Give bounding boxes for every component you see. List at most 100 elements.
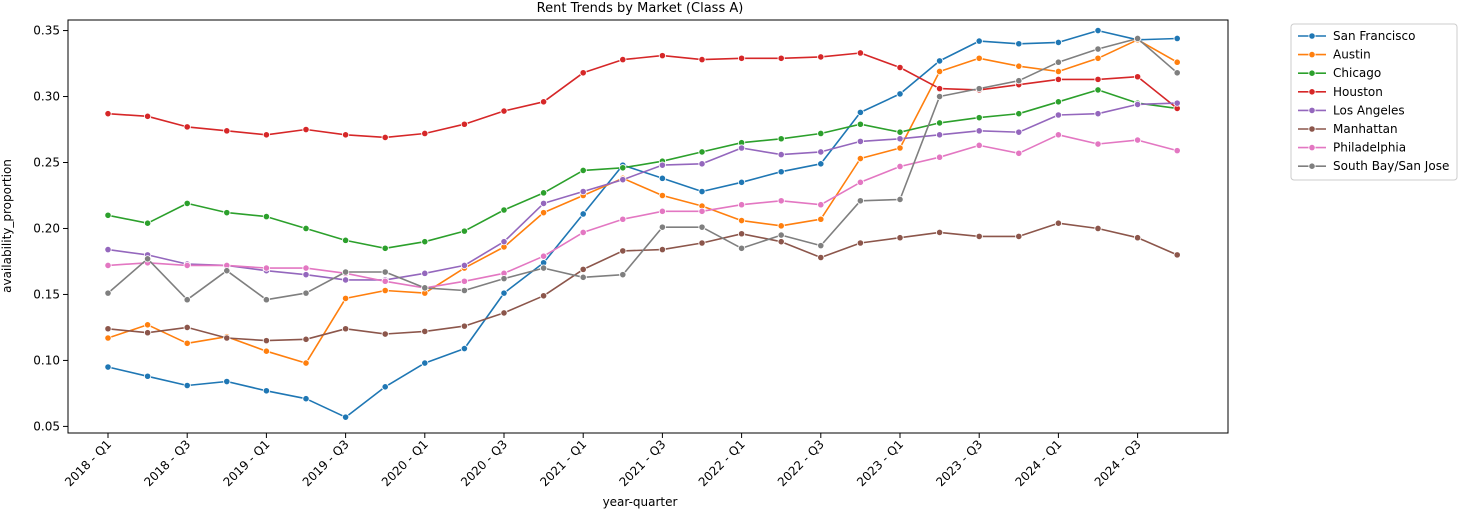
legend-item: Philadelphia bbox=[1298, 141, 1406, 155]
data-point bbox=[1054, 58, 1063, 66]
data-point bbox=[817, 129, 825, 138]
data-point bbox=[1015, 77, 1023, 85]
data-point bbox=[579, 265, 587, 273]
data-point bbox=[1134, 73, 1142, 81]
data-point bbox=[935, 131, 944, 139]
data-point bbox=[183, 339, 191, 347]
data-point bbox=[579, 69, 587, 77]
data-point bbox=[935, 228, 944, 237]
legend-label: Los Angeles bbox=[1333, 103, 1405, 117]
data-point bbox=[262, 337, 270, 345]
data-point bbox=[817, 253, 825, 262]
data-point bbox=[935, 92, 944, 101]
data-point bbox=[144, 329, 152, 337]
legend-label: Houston bbox=[1333, 85, 1383, 99]
legend-item: Los Angeles bbox=[1298, 103, 1405, 117]
x-tick-label: 2021 - Q1 bbox=[537, 437, 589, 489]
x-axis: 2018 - Q1 2018 - Q3 2019 - Q1 2019 - Q3 2020… bbox=[62, 433, 1144, 489]
series-line bbox=[107, 52, 1178, 139]
data-point bbox=[658, 161, 667, 169]
data-point bbox=[896, 135, 904, 143]
data-point bbox=[1134, 100, 1142, 109]
data-point bbox=[381, 286, 389, 295]
y-tick-label: 0.15 bbox=[33, 287, 60, 301]
data-point bbox=[262, 387, 270, 395]
legend-swatch-marker bbox=[1308, 144, 1316, 152]
data-point bbox=[1094, 54, 1102, 62]
data-point bbox=[856, 154, 865, 163]
data-point bbox=[539, 189, 548, 197]
data-point bbox=[421, 129, 429, 138]
y-tick-label: 0.30 bbox=[33, 90, 60, 104]
series-line bbox=[107, 38, 1178, 364]
y-tick-label: 0.25 bbox=[33, 156, 60, 170]
data-point bbox=[262, 213, 270, 221]
data-point bbox=[1015, 149, 1023, 157]
data-point bbox=[1054, 38, 1063, 47]
data-point bbox=[341, 236, 350, 244]
data-point bbox=[1173, 69, 1181, 77]
legend-item: Houston bbox=[1298, 85, 1383, 99]
data-point bbox=[341, 276, 350, 284]
legend-label: Chicago bbox=[1333, 66, 1381, 80]
data-point bbox=[381, 330, 389, 338]
series-line bbox=[107, 134, 1178, 289]
data-point bbox=[737, 144, 746, 152]
data-point bbox=[896, 234, 904, 242]
data-point bbox=[935, 85, 944, 93]
legend-swatch-marker bbox=[1308, 32, 1316, 40]
data-point bbox=[104, 211, 112, 219]
data-point bbox=[144, 321, 152, 329]
data-point bbox=[658, 174, 667, 182]
data-point bbox=[1173, 251, 1181, 259]
data-point bbox=[1173, 147, 1181, 155]
data-point bbox=[381, 383, 389, 391]
data-point bbox=[1094, 45, 1102, 53]
data-point bbox=[856, 197, 865, 205]
data-point bbox=[856, 120, 865, 128]
x-tick-label: 2024 - Q1 bbox=[1012, 437, 1064, 489]
data-point bbox=[1134, 234, 1142, 242]
data-point bbox=[341, 325, 350, 333]
data-point bbox=[856, 108, 865, 116]
data-point bbox=[896, 195, 904, 204]
x-tick-label: 2019 - Q3 bbox=[300, 437, 352, 489]
data-point bbox=[817, 215, 825, 223]
legend-item: Manhattan bbox=[1298, 122, 1398, 136]
y-axis: 0.05 0.10 0.15 0.20 0.25 0.30 0.35 bbox=[33, 24, 68, 433]
data-point bbox=[460, 227, 468, 235]
data-point bbox=[183, 123, 191, 131]
data-point bbox=[975, 114, 983, 122]
data-point bbox=[1134, 34, 1142, 43]
data-point bbox=[1173, 99, 1181, 107]
x-tick-label: 2020 - Q1 bbox=[379, 437, 431, 489]
data-point bbox=[1015, 40, 1023, 48]
data-point bbox=[619, 271, 627, 279]
data-point bbox=[817, 242, 825, 250]
data-point bbox=[104, 334, 112, 342]
data-point bbox=[658, 245, 667, 254]
data-point bbox=[1094, 224, 1102, 233]
data-point bbox=[896, 63, 904, 72]
data-point bbox=[579, 273, 587, 281]
data-point bbox=[381, 277, 389, 285]
data-point bbox=[104, 325, 112, 333]
y-tick-label: 0.20 bbox=[33, 221, 60, 235]
data-point bbox=[302, 359, 310, 367]
data-point bbox=[777, 54, 785, 62]
series-south-bay-san-jose bbox=[104, 34, 1181, 304]
series-philadelphia bbox=[104, 131, 1181, 292]
data-point bbox=[579, 166, 587, 175]
data-point bbox=[619, 215, 627, 223]
y-tick-label: 0.05 bbox=[33, 419, 60, 433]
legend-frame bbox=[1290, 23, 1458, 181]
data-point bbox=[539, 264, 548, 272]
data-point bbox=[460, 120, 468, 128]
data-point bbox=[619, 176, 627, 184]
data-point bbox=[302, 224, 310, 233]
x-axis-label: year-quarter bbox=[603, 495, 678, 509]
data-point bbox=[579, 210, 587, 218]
data-point bbox=[539, 252, 548, 260]
data-point bbox=[935, 67, 944, 76]
